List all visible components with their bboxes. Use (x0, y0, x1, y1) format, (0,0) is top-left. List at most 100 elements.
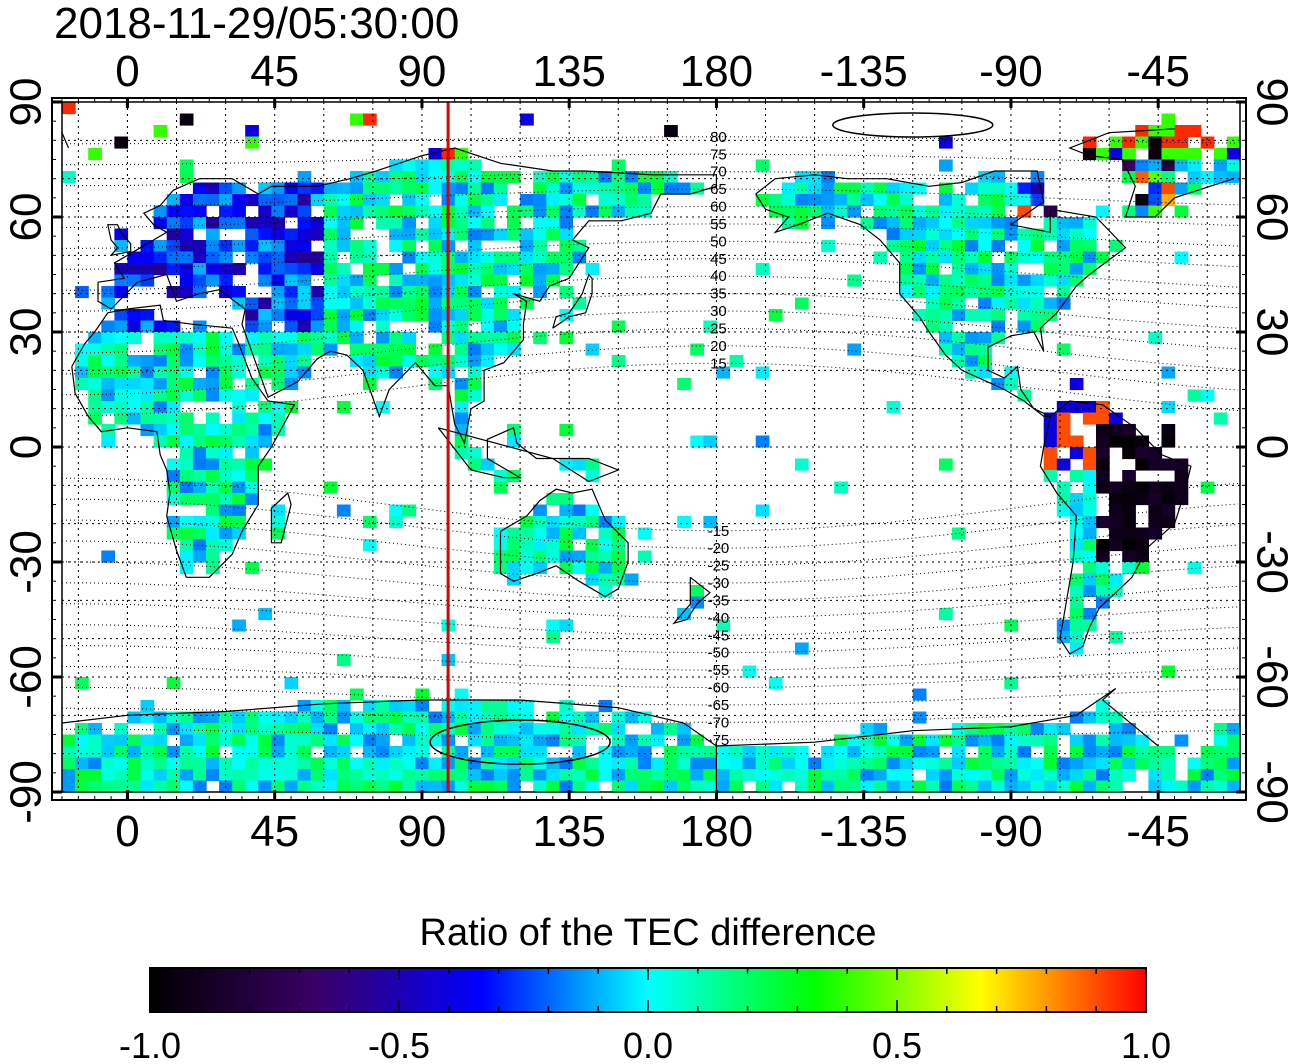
tec-cell (389, 332, 403, 345)
latitude-label: -30 (2, 530, 51, 594)
tec-cell (389, 746, 403, 759)
tec-cell (873, 723, 888, 736)
tec-cell (624, 780, 639, 793)
tec-cell (1187, 125, 1202, 138)
tec-cell (795, 757, 809, 770)
tec-cell (192, 447, 207, 460)
tec-cell (454, 309, 469, 322)
tec-cell (1122, 539, 1136, 552)
tec-cell (1069, 780, 1084, 793)
tec-cell (1082, 527, 1097, 540)
tec-cell (611, 723, 626, 736)
tec-cell (1030, 723, 1045, 736)
tec-cell (939, 136, 953, 149)
tec-cell (899, 769, 914, 782)
tec-cell (899, 228, 914, 241)
tec-cell (271, 723, 286, 736)
tec-cell (520, 194, 534, 207)
tec-cell (533, 251, 547, 264)
tec-cell (389, 263, 403, 276)
tec-cell (454, 355, 469, 368)
tec-cell (925, 274, 940, 287)
tec-cell (402, 746, 416, 759)
tec-cell (258, 217, 272, 230)
tec-cell (860, 746, 875, 759)
tec-cell (310, 320, 325, 333)
tec-cell (192, 263, 207, 276)
tec-cell (284, 378, 299, 391)
tec-cell (323, 711, 338, 724)
tec-cell (376, 343, 390, 356)
tec-cell (480, 171, 495, 184)
tec-cell (886, 228, 901, 241)
tec-cell (219, 711, 233, 724)
tec-cell (297, 297, 312, 310)
longitude-label: -45 (1126, 47, 1190, 96)
tec-cell (454, 412, 469, 425)
tec-cell (572, 182, 587, 195)
tec-cell (533, 332, 547, 345)
tec-cell (336, 263, 351, 276)
tec-cell (350, 769, 364, 782)
tec-cell (284, 769, 299, 782)
tec-cell (376, 263, 390, 276)
tec-cell (1096, 401, 1110, 414)
tec-cell (611, 746, 626, 759)
tec-cell (546, 527, 560, 540)
tec-cell (179, 378, 194, 391)
tec-cell (323, 320, 338, 333)
tec-cell (179, 769, 194, 782)
tec-cell (768, 309, 783, 322)
tec-cell (114, 769, 129, 782)
tec-cell (1043, 723, 1058, 736)
tec-cell (88, 378, 102, 391)
tec-cell (258, 608, 272, 621)
tec-cell (258, 355, 272, 368)
tec-cell (520, 516, 534, 529)
colorbar-title: Ratio of the TEC difference (420, 912, 877, 954)
tec-cell (637, 182, 652, 195)
tec-cell (232, 205, 246, 218)
tec-cell (454, 447, 469, 460)
tec-cell (206, 458, 220, 471)
tec-cell (978, 194, 992, 207)
tec-cell (939, 286, 953, 299)
tec-cell (428, 159, 443, 172)
south-pole-contour (429, 719, 611, 765)
tec-cell (336, 274, 351, 287)
tec-cell (192, 355, 207, 368)
tec-cell (258, 332, 272, 345)
tec-cell (1030, 734, 1045, 747)
tec-cell (978, 723, 992, 736)
tec-cell (1161, 159, 1176, 172)
tec-cell (1096, 573, 1110, 586)
tec-cell (520, 769, 534, 782)
tec-cell (114, 389, 129, 402)
tec-cell (611, 573, 626, 586)
tec-cell (899, 194, 914, 207)
tec-cell (297, 734, 312, 747)
tec-cell (88, 366, 102, 379)
tec-cell (520, 205, 534, 218)
tec-cell (232, 412, 246, 425)
tec-cell (899, 240, 914, 253)
tec-cell (140, 274, 155, 287)
tec-cell (965, 355, 979, 368)
tec-cell (1096, 585, 1110, 598)
tec-cell (507, 171, 521, 184)
tec-cell (821, 194, 835, 207)
tec-cell (847, 757, 861, 770)
tec-cell (245, 412, 259, 425)
tec-cell (873, 205, 888, 218)
tec-cell (88, 355, 102, 368)
tec-cell (1213, 148, 1228, 161)
tec-cell (153, 251, 168, 264)
tec-cell (939, 309, 953, 322)
tec-cell (572, 504, 587, 517)
tec-cell (520, 723, 534, 736)
tec-cell (716, 769, 731, 782)
tec-cell (127, 389, 142, 402)
tec-cell (493, 723, 508, 736)
tec-cell (389, 205, 403, 218)
tec-cell (389, 700, 403, 713)
